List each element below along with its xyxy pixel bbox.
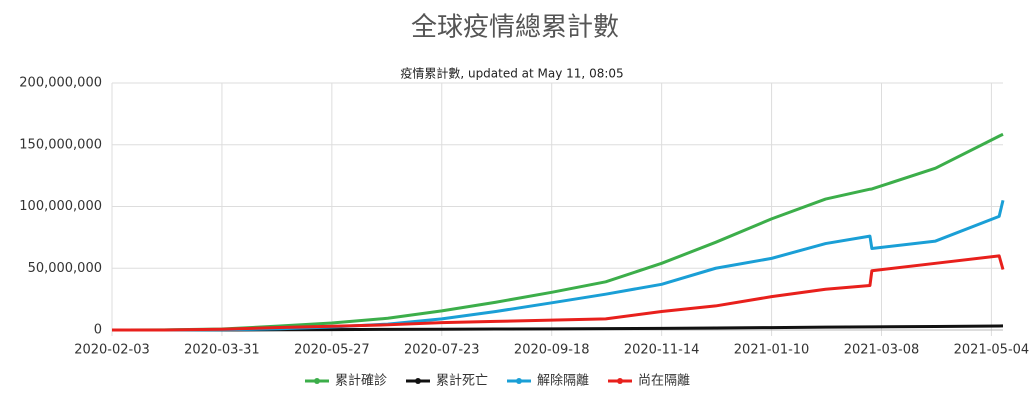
legend-item[interactable]: 尚在隔離 [608, 374, 690, 389]
x-tick-label: 2020-03-31 [184, 343, 260, 358]
legend-marker [516, 378, 522, 384]
legend-label: 累計死亡 [436, 373, 488, 389]
x-tick-label: 2021-03-08 [844, 343, 920, 358]
legend-marker [617, 378, 623, 384]
legend-label: 解除隔離 [537, 374, 589, 389]
x-tick-label: 2020-02-03 [74, 343, 150, 358]
legend-label: 累計確診 [335, 373, 387, 389]
chart-subtitle: 疫情累計數, updated at May 11, 08:05 [400, 66, 623, 81]
x-tick-label: 2021-01-10 [734, 343, 810, 358]
series-line [111, 254, 1005, 332]
legend-marker [415, 378, 421, 384]
x-tick-label: 2020-11-14 [624, 343, 700, 358]
legend-label: 尚在隔離 [638, 374, 690, 389]
x-tick-label: 2020-05-27 [294, 343, 370, 358]
legend-marker [314, 378, 320, 384]
legend-item[interactable]: 累計死亡 [406, 373, 488, 389]
y-tick-label: 0 [94, 323, 102, 338]
series-line [111, 199, 1005, 332]
y-tick-label: 50,000,000 [28, 261, 102, 276]
legend-item[interactable]: 累計確診 [305, 373, 387, 389]
x-tick-label: 2020-07-23 [404, 343, 480, 358]
y-tick-label: 200,000,000 [19, 76, 102, 91]
x-tick-label: 2021-05-04 [954, 343, 1030, 358]
legend-item[interactable]: 解除隔離 [507, 374, 589, 389]
y-tick-label: 100,000,000 [19, 199, 102, 214]
x-tick-label: 2020-09-18 [514, 343, 590, 358]
y-tick-label: 150,000,000 [19, 137, 102, 152]
chart-title: 全球疫情總累計數 [411, 13, 619, 43]
